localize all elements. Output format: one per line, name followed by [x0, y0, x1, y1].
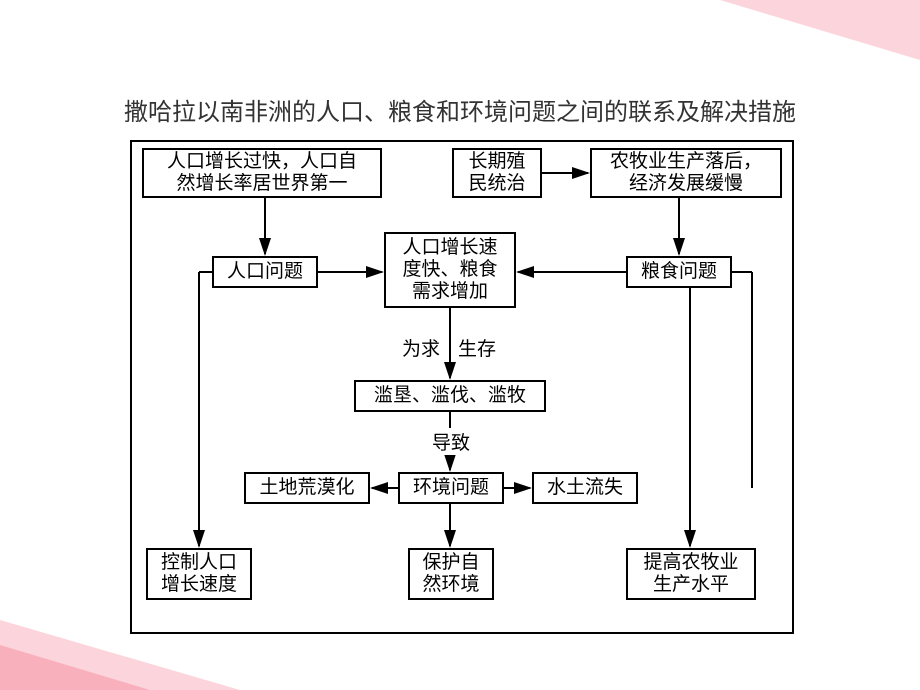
decoration-bottom-2	[0, 645, 150, 690]
node-top3: 农牧业生产落后，经济发展缓慢	[590, 148, 782, 198]
node-abuse: 滥垦、滥伐、滥牧	[354, 380, 546, 412]
node-solution2: 保护自然环境	[408, 548, 494, 600]
label-cause: 导致	[430, 428, 472, 455]
node-population: 人口问题	[212, 256, 318, 288]
node-env: 环境问题	[398, 472, 504, 504]
label-survive-right: 生存	[458, 334, 496, 361]
label-survive-left: 为求	[402, 334, 440, 361]
node-solution3: 提高农牧业生产水平	[626, 548, 756, 600]
decoration-top	[720, 0, 920, 60]
node-top2: 长期殖民统治	[452, 148, 542, 198]
node-food: 粮食问题	[626, 256, 732, 288]
flowchart-container: 人口增长过快，人口自然增长率居世界第一 长期殖民统治 农牧业生产落后，经济发展缓…	[130, 140, 794, 634]
node-soil: 水土流失	[532, 472, 638, 504]
node-desert: 土地荒漠化	[244, 472, 370, 504]
node-solution1: 控制人口增长速度	[146, 548, 252, 600]
node-mid: 人口增长速度快、粮食需求增加	[384, 232, 516, 308]
node-top1: 人口增长过快，人口自然增长率居世界第一	[142, 148, 382, 198]
page-title: 撒哈拉以南非洲的人口、粮食和环境问题之间的联系及解决措施	[0, 92, 920, 127]
